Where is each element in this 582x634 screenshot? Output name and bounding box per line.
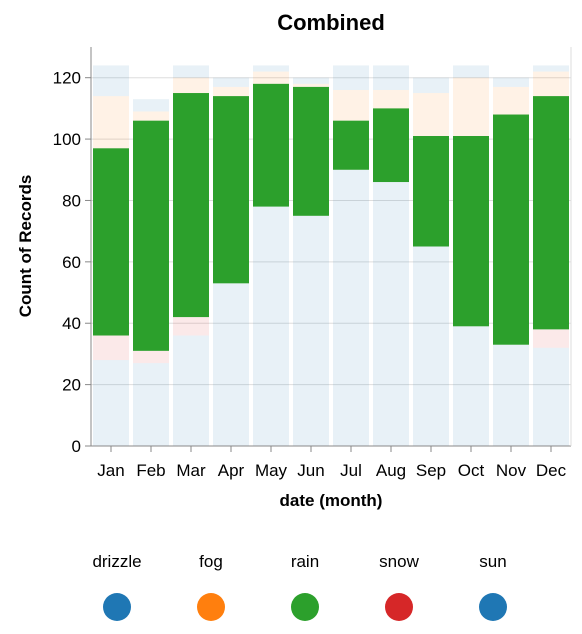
bar-sun-dec [533,347,569,446]
bar-snow-jan [93,335,129,361]
x-tick-label-dec: Dec [536,461,567,480]
bar-rain-jun [293,86,329,216]
bar-fog-oct [453,77,489,137]
bar-drizzle-jan [93,65,129,97]
legend-label: sun [479,552,506,571]
x-tick-label-feb: Feb [136,461,165,480]
legend-item-fog[interactable]: fog [197,552,225,621]
legend-label: fog [199,552,223,571]
bar-sun-nov [493,344,529,446]
x-tick-label-may: May [255,461,288,480]
bar-sun-feb [133,363,169,446]
bar-snow-dec [533,329,569,348]
bar-sun-aug [373,182,409,447]
bar-rain-jan [93,148,129,336]
bar-drizzle-jul [333,65,369,90]
bar-fog-aug [373,89,409,109]
y-tick-label: 20 [62,376,81,395]
legend-swatch-sun[interactable] [479,593,507,621]
bar-sun-sep [413,246,449,446]
x-tick-label-apr: Apr [218,461,245,480]
x-tick-label-oct: Oct [458,461,485,480]
x-tick-label-jul: Jul [340,461,362,480]
bar-sun-mar [173,335,209,446]
bar-fog-nov [493,86,529,115]
bar-drizzle-may [253,65,289,72]
bar-rain-may [253,83,289,207]
y-tick-label: 80 [62,191,81,210]
x-tick-label-jun: Jun [297,461,324,480]
bar-snow-mar [173,317,209,336]
bar-rain-oct [453,136,489,327]
x-tick-label-nov: Nov [496,461,527,480]
bar-sun-apr [213,283,249,446]
bar-sun-oct [453,326,489,446]
y-tick-label: 100 [53,130,81,149]
bar-drizzle-apr [213,77,249,87]
legend-label: rain [291,552,319,571]
y-tick-label: 120 [53,69,81,88]
bar-sun-may [253,206,289,446]
bar-drizzle-dec [533,65,569,72]
bar-fog-jan [93,96,129,149]
bar-fog-mar [173,77,209,94]
bar-fog-sep [413,93,449,137]
bar-drizzle-jun [293,77,329,84]
gridlines [91,77,571,447]
bar-fog-dec [533,71,569,97]
bar-rain-mar [173,93,209,318]
axes: 0 20 40 60 80 100 120 Jan Feb Mar Apr May Jun Jul Aug S… [53,47,572,480]
y-tick-label: 40 [62,314,81,333]
bar-drizzle-aug [373,65,409,90]
legend-swatch-fog[interactable] [197,593,225,621]
bar-snow-feb [133,350,169,364]
legend-label: snow [379,552,419,571]
bar-drizzle-nov [493,77,529,87]
legend-item-snow[interactable]: snow [379,552,420,621]
bar-rain-feb [133,120,169,351]
legend-label: drizzle [92,552,141,571]
x-tick-label-sep: Sep [416,461,446,480]
y-tick-label: 60 [62,253,81,272]
chart-title: Combined [277,10,385,35]
bar-drizzle-sep [413,77,449,94]
bar-rain-aug [373,108,409,183]
y-tick-label: 0 [72,437,81,456]
legend-item-rain[interactable]: rain [291,552,319,621]
bar-rain-sep [413,136,449,247]
bar-fog-may [253,71,289,84]
x-tick-label-aug: Aug [376,461,406,480]
x-tick-label-jan: Jan [97,461,124,480]
bar-drizzle-feb [133,99,169,112]
bar-drizzle-mar [173,65,209,78]
x-axis-title: date (month) [280,491,383,510]
bar-sun-jan [93,360,129,446]
legend[interactable]: drizzle fog rain snow sun [92,552,507,621]
bars [93,65,569,447]
legend-item-sun[interactable]: sun [479,552,507,621]
bar-sun-jul [333,169,369,446]
legend-swatch-snow[interactable] [385,593,413,621]
legend-swatch-drizzle[interactable] [103,593,131,621]
bar-fog-feb [133,111,169,121]
bar-rain-apr [213,96,249,284]
legend-swatch-rain[interactable] [291,593,319,621]
legend-item-drizzle[interactable]: drizzle [92,552,142,621]
bar-drizzle-oct [453,65,489,78]
bar-fog-apr [213,86,249,97]
bar-sun-jun [293,215,329,446]
bar-fog-jun [293,83,329,87]
x-tick-label-mar: Mar [176,461,206,480]
y-axis-title: Count of Records [16,175,35,318]
bar-rain-jul [333,120,369,170]
bar-rain-dec [533,96,569,330]
bar-fog-jul [333,89,369,121]
bar-rain-nov [493,114,529,345]
